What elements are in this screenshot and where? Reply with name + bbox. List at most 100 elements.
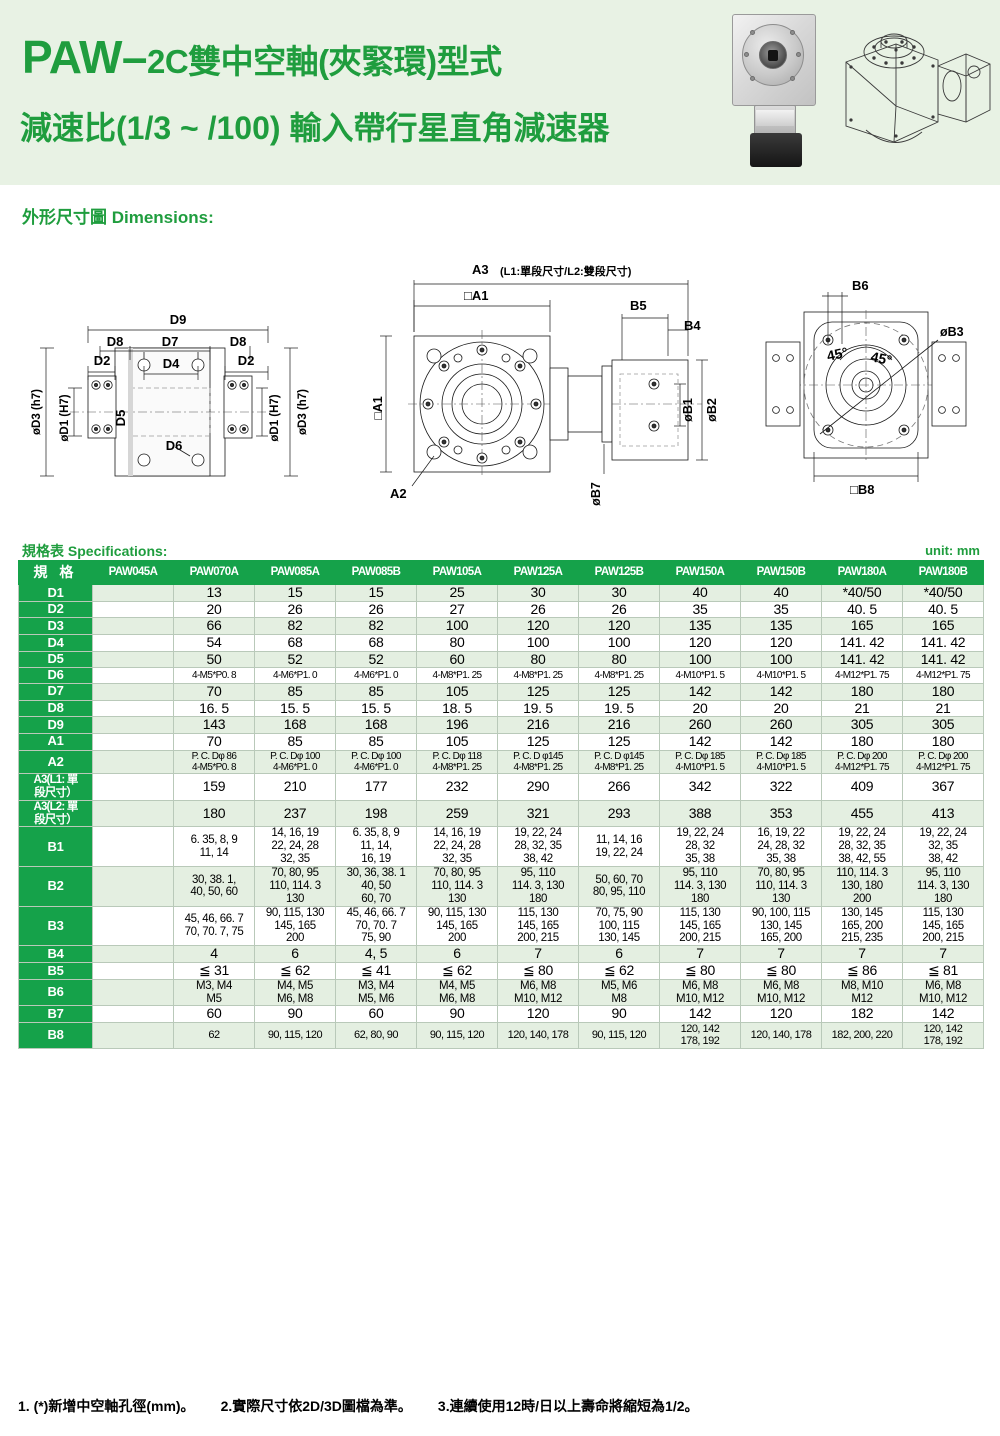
table-cell (92, 600, 174, 619)
table-cell: 455 (821, 799, 903, 828)
table-cell: 4-M10*P1. 5 (659, 667, 741, 684)
table-row: D1 13 15 15 25 30 30 40 40 *40/50 *40/50 (18, 584, 984, 602)
table-cell: 11, 14, 16 19, 22, 24 (578, 826, 660, 868)
product-title-variant: 2C (146, 43, 189, 80)
table-row: B7 60 90 60 90 120 90 142 120 182 142 (18, 1005, 984, 1024)
table-cell: 4, 5 (335, 945, 417, 964)
label-a1-top: □A1 (464, 288, 488, 303)
table-cell: 322 (740, 772, 822, 801)
table-cell: 18. 5 (416, 699, 498, 718)
table-cell: 180 (173, 799, 255, 828)
label-d2-right: D2 (238, 353, 255, 368)
table-cell (92, 617, 174, 636)
label-b4: B4 (684, 318, 701, 333)
table-cell: 105 (416, 682, 498, 701)
table-cell: 4-M8*P1. 25 (416, 667, 498, 684)
table-cell: 27 (416, 600, 498, 619)
table-cell: 143 (173, 716, 255, 734)
table-cell: 409 (821, 772, 903, 801)
table-cell (92, 799, 174, 828)
table-cell (92, 650, 174, 669)
row-label: B2 (18, 866, 93, 907)
label-b2: øB2 (705, 398, 719, 422)
table-cell: 180 (821, 682, 903, 701)
table-header-row: 規 格 PAW045A PAW070A PAW085A PAW085B PAW105A P… (18, 560, 984, 585)
table-cell: 141. 42 (821, 634, 903, 652)
table-cell: 19. 5 (497, 699, 579, 718)
table-cell: ≦ 80 (497, 962, 579, 980)
table-cell: 19, 22, 24 28, 32, 35 38, 42 (497, 826, 579, 868)
table-cell: M6, M8 M10, M12 (497, 978, 579, 1007)
table-cell (92, 699, 174, 718)
table-cell: 16, 19, 22 24, 28, 32 35, 38 (740, 826, 822, 868)
table-cell: 100 (497, 634, 579, 652)
table-cell: 4 (173, 945, 255, 964)
label-d3-right: øD3 (h7) (297, 389, 309, 435)
table-cell: 15. 5 (254, 699, 336, 718)
label-d9: D9 (170, 312, 187, 327)
table-cell: 90, 115, 130 145, 165 200 (254, 905, 336, 947)
col-header-paw085b: PAW085B (335, 560, 417, 585)
table-cell: 19, 22, 24 32, 35 38, 42 (902, 826, 984, 868)
table-cell: M6, M8 M10, M12 (740, 978, 822, 1007)
table-cell: 21 (902, 699, 984, 718)
table-cell: 26 (578, 600, 660, 619)
label-d7: D7 (162, 334, 179, 349)
table-cell: 60 (173, 1005, 255, 1024)
footnotes: 1. (*)新增中空軸孔徑(mm)。 2.實際尺寸依2D/3D圖檔為準。 3.連續使… (18, 1396, 725, 1416)
table-cell: 26 (335, 600, 417, 619)
table-cell: 4-M6*P1. 0 (335, 667, 417, 684)
table-cell: 321 (497, 799, 579, 828)
table-cell: 54 (173, 634, 255, 652)
table-cell (92, 905, 174, 947)
label-b5: B5 (630, 298, 647, 313)
table-cell: 35 (659, 600, 741, 619)
table-cell: 159 (173, 772, 255, 801)
photo-bolt (790, 76, 795, 81)
table-cell: 100 (416, 617, 498, 636)
table-cell: 115, 130 145, 165 200, 215 (659, 905, 741, 947)
table-cell: P. C. Dφ 200 4-M12*P1. 75 (821, 749, 903, 774)
table-cell: 70 (173, 682, 255, 701)
table-cell (92, 682, 174, 701)
table-cell: 4-M8*P1. 25 (497, 667, 579, 684)
table-cell: 141. 42 (902, 634, 984, 652)
table-cell (92, 667, 174, 684)
table-row: B6 M3, M4 M5 M4, M5 M6, M8 M3, M4 M5, M6 M4,… (18, 978, 984, 1007)
table-row: D9 143 168 168 196 216 216 260 260 305 305 (18, 716, 984, 734)
col-header-paw085a: PAW085A (254, 560, 336, 585)
table-cell: 141. 42 (821, 650, 903, 669)
table-cell: P. C. Dφ 185 4-M10*P1. 5 (740, 749, 822, 774)
table-row: D4 54 68 68 80 100 100 120 120 141. 42 141. 42 (18, 634, 984, 652)
table-cell: 100 (659, 650, 741, 669)
label-b6: B6 (852, 278, 869, 293)
row-label: B6 (18, 978, 93, 1007)
table-cell: M6, M8 M10, M12 (902, 978, 984, 1007)
table-cell: 85 (254, 732, 336, 751)
table-row: B8 62 90, 115, 120 62, 80, 90 90, 115, 120 12… (18, 1022, 984, 1049)
table-cell: 7 (821, 945, 903, 964)
row-label: D1 (18, 584, 93, 602)
row-label: B1 (18, 826, 93, 868)
label-b8: □B8 (850, 482, 874, 497)
table-cell: 182, 200, 220 (821, 1022, 903, 1049)
table-cell: P. C. Dφ 118 4-M8*P1. 25 (416, 749, 498, 774)
table-cell: P. C. D φ145 4-M8*P1. 25 (497, 749, 579, 774)
product-lineart (845, 33, 991, 143)
label-d5: D5 (113, 410, 128, 427)
row-label: D9 (18, 716, 93, 734)
table-row: D7 70 85 85 105 125 125 142 142 180 180 (18, 682, 984, 701)
table-cell: 198 (335, 799, 417, 828)
drawing-rear-view: B6 øB3 □B8 45° 45° (765, 278, 967, 497)
table-cell: 6. 35, 8, 9 11, 14, 16, 19 (335, 826, 417, 868)
label-a3: A3 (472, 262, 489, 277)
photo-bolt (796, 52, 801, 57)
table-cell: 305 (902, 716, 984, 734)
table-cell: 70, 80, 95 110, 114. 3 130 (740, 866, 822, 907)
table-cell: P. C. D φ145 4-M8*P1. 25 (578, 749, 660, 774)
table-cell: 177 (335, 772, 417, 801)
photo-bolt (750, 30, 755, 35)
table-row: A3(L1: 單 段尺寸） 159 210 177 232 290 266 342 322 409… (18, 772, 984, 801)
label-a1-side: □A1 (372, 396, 385, 420)
